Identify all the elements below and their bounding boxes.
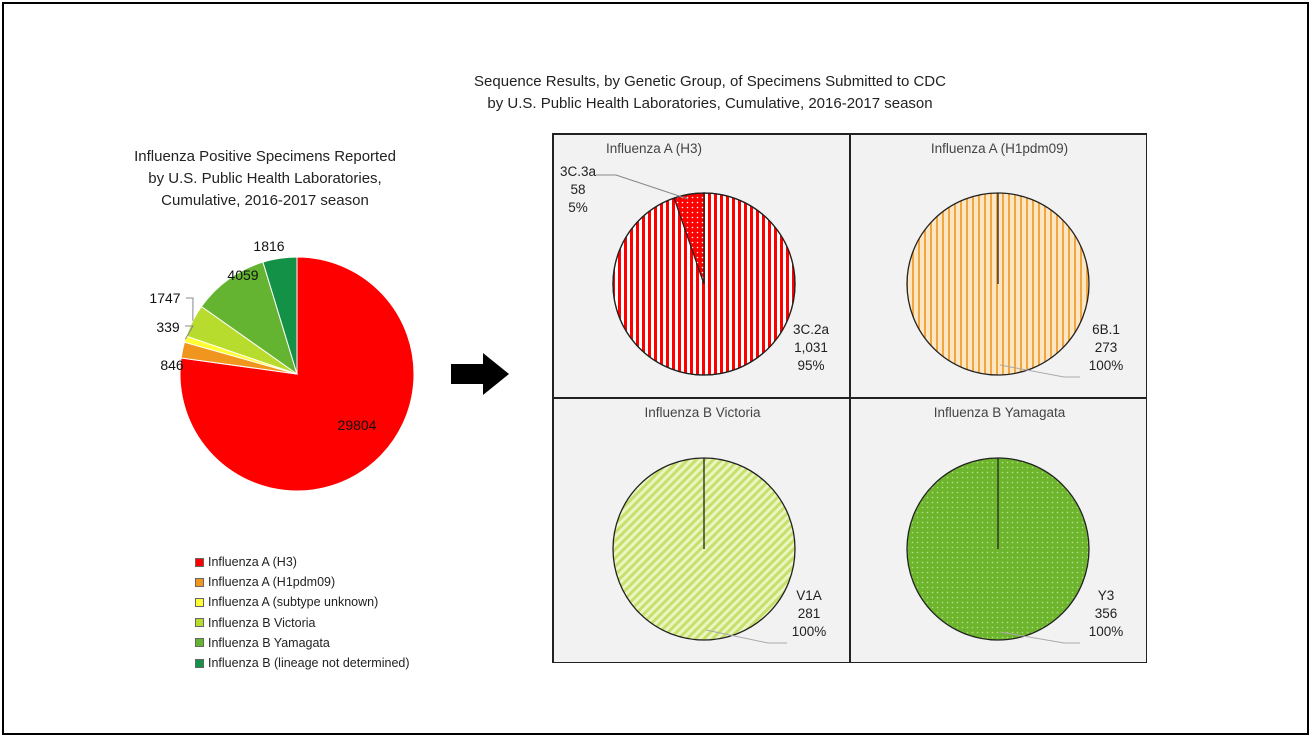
legend-label-h1: Influenza A (H1pdm09) xyxy=(208,575,336,590)
left-pie-chart: 29804 846 339 1747 4059 1816 xyxy=(149,238,415,492)
right-title-line-1: Sequence Results, by Genetic Group, of S… xyxy=(474,73,946,90)
yamagata-category: Y3 xyxy=(1097,588,1115,603)
data-label: 1816 xyxy=(253,238,284,254)
victoria-label: V1A 281 100% xyxy=(784,587,834,641)
data-label: 1747 xyxy=(149,290,180,306)
data-label: 4059 xyxy=(227,267,258,283)
panel-h3-title: Influenza A (H3) xyxy=(605,141,703,156)
pie-yamagata xyxy=(906,457,1090,641)
victoria-category: V1A xyxy=(796,588,822,603)
right-section-title: Sequence Results, by Genetic Group, of S… xyxy=(474,71,946,115)
leader-line xyxy=(596,174,689,200)
h1-category: 6B.1 xyxy=(1092,322,1120,337)
left-title-line-3: Cumulative, 2016-2017 season xyxy=(161,192,369,209)
legend-item: Influenza B (lineage not determined) xyxy=(195,653,410,673)
yamagata-percent: 100% xyxy=(1088,624,1124,639)
legend-label-yamagata: Influenza B Yamagata xyxy=(208,635,330,650)
legend-item: Influenza B Victoria xyxy=(195,613,410,633)
panel-victoria-title: Influenza B Victoria xyxy=(644,405,761,420)
right-arrow-icon xyxy=(451,353,509,395)
legend-item: Influenza A (subtype unknown) xyxy=(195,592,410,612)
left-title-line-2: by U.S. Public Health Laboratories, xyxy=(148,170,382,187)
legend-swatch-yamagata xyxy=(195,638,204,648)
yamagata-value: 356 xyxy=(1094,606,1118,621)
legend-item: Influenza A (H1pdm09) xyxy=(195,572,410,592)
h1-label: 6B.1 273 100% xyxy=(1081,321,1131,375)
legend-swatch-h1 xyxy=(195,577,204,587)
pie-victoria xyxy=(612,457,796,641)
h3-major-label: 3C.2a 1,031 95% xyxy=(786,321,836,375)
h3-minor-label: 3C.3a 58 5% xyxy=(558,163,598,217)
legend-item: Influenza B Yamagata xyxy=(195,633,410,653)
slice-lineage-nd xyxy=(262,256,298,375)
yamagata-label: Y3 356 100% xyxy=(1081,587,1131,641)
left-chart-title: Influenza Positive Specimens Reported by… xyxy=(130,146,400,212)
legend-label-lineage: Influenza B (lineage not determined) xyxy=(208,656,410,671)
leader-line xyxy=(705,629,787,644)
data-label: 339 xyxy=(156,319,180,335)
h3-major-category: 3C.2a xyxy=(792,322,830,337)
victoria-value: 281 xyxy=(797,606,821,621)
legend-swatch-subtype xyxy=(195,598,204,607)
legend-item: Influenza A (H3) xyxy=(195,552,410,572)
leader-line xyxy=(184,325,194,340)
right-title-line-2: by U.S. Public Health Laboratories, Cumu… xyxy=(487,95,933,112)
h3-major-value: 1,031 xyxy=(794,340,828,355)
h3-major-percent: 95% xyxy=(797,358,825,373)
h1-value: 273 xyxy=(1094,340,1118,355)
panel-yamagata-title: Influenza B Yamagata xyxy=(933,405,1066,420)
legend-label-subtype: Influenza A (subtype unknown) xyxy=(208,595,379,610)
legend-label-victoria: Influenza B Victoria xyxy=(208,615,316,630)
h3-minor-value: 58 xyxy=(570,182,586,197)
left-legend: Influenza A (H3) Influenza A (H1pdm09) I… xyxy=(195,552,410,673)
data-label: 29804 xyxy=(338,417,377,433)
pie-h1pdm09 xyxy=(906,192,1090,376)
slice-yamagata xyxy=(200,261,298,376)
h3-minor-category: 3C.3a xyxy=(559,164,597,179)
leader-line xyxy=(186,297,194,321)
leader-line xyxy=(999,631,1080,644)
pie-outline xyxy=(612,192,796,376)
h1-percent: 100% xyxy=(1088,358,1124,373)
legend-swatch-lineage xyxy=(195,658,204,668)
left-title-line-1: Influenza Positive Specimens Reported xyxy=(134,148,396,165)
victoria-percent: 100% xyxy=(791,624,827,639)
pie-h3 xyxy=(612,192,796,376)
slice-h3 xyxy=(179,256,415,492)
data-label: 846 xyxy=(160,357,184,373)
panel-h1pdm09-title: Influenza A (H1pdm09) xyxy=(930,141,1069,156)
legend-label-h3: Influenza A (H3) xyxy=(208,555,297,569)
legend-swatch-h3 xyxy=(195,557,204,567)
leader-line xyxy=(999,364,1080,378)
h3-minor-percent: 5% xyxy=(568,200,588,215)
legend-swatch-victoria xyxy=(195,618,204,628)
